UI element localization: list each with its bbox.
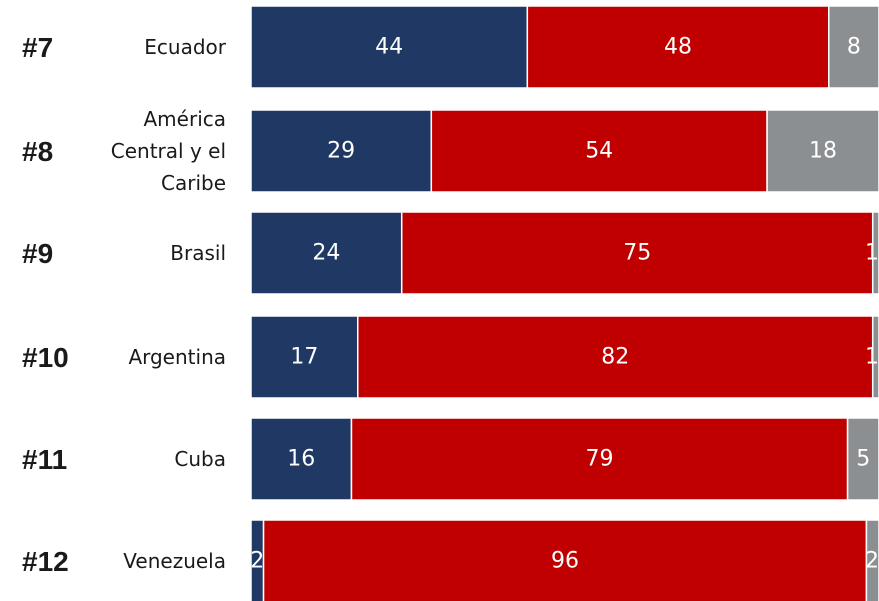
value-label-3-2: 75 — [623, 241, 651, 266]
value-label-4-1: 17 — [290, 345, 318, 370]
bar-segment-2-3 — [766, 109, 879, 193]
rank-label-5: #11 — [22, 444, 67, 475]
value-label-1-3: 8 — [847, 35, 861, 60]
value-label-6-1: 2 — [250, 549, 264, 574]
value-label-1-2: 48 — [664, 35, 692, 60]
value-label-3-3: 1 — [865, 241, 879, 266]
value-label-6-3: 2 — [865, 549, 879, 574]
bar-segment-1-3 — [828, 5, 879, 89]
value-label-4-2: 82 — [601, 345, 629, 370]
bar-segment-5-2 — [350, 417, 849, 501]
category-label-1: Ecuador — [144, 35, 226, 59]
bar-segment-3-2 — [400, 211, 874, 295]
rank-label-2: #8 — [22, 136, 53, 167]
bar-segment-2-2 — [430, 109, 768, 193]
category-label-6: Venezuela — [123, 549, 226, 573]
category-label-2-line-3: Caribe — [161, 171, 226, 195]
bar-segment-6-2 — [262, 519, 868, 601]
value-label-2-3: 18 — [809, 139, 837, 164]
value-label-2-2: 54 — [585, 139, 613, 164]
bar-segment-1-2 — [526, 5, 830, 89]
category-label-2-line-2: Central y el — [111, 139, 226, 163]
value-label-1-1: 44 — [375, 35, 403, 60]
bar-segment-1-1 — [250, 5, 529, 89]
bar-segment-4-1 — [250, 315, 359, 399]
value-label-5-1: 16 — [287, 447, 315, 472]
value-label-6-2: 96 — [551, 549, 579, 574]
value-label-5-3: 5 — [856, 447, 870, 472]
rank-label-3: #9 — [22, 238, 53, 269]
category-label-4: Argentina — [128, 345, 226, 369]
value-label-5-2: 79 — [586, 447, 614, 472]
category-label-3: Brasil — [170, 241, 226, 265]
bar-segment-6-3 — [865, 519, 879, 601]
value-label-4-3: 1 — [865, 345, 879, 370]
value-label-2-1: 29 — [327, 139, 355, 164]
rank-label-6: #12 — [22, 546, 69, 577]
value-label-3-1: 24 — [312, 241, 340, 266]
category-label-5: Cuba — [174, 447, 226, 471]
rank-label-1: #7 — [22, 32, 53, 63]
bar-segment-4-2 — [357, 315, 874, 399]
labels-layer: 44 48 8 #7 Ecuador 29 54 18 #8 América Central y e… — [22, 32, 879, 577]
bars-layer — [250, 5, 879, 601]
rank-label-4: #10 — [22, 342, 69, 373]
category-label-2-line-1: América — [144, 107, 227, 131]
bar-segment-2-1 — [250, 109, 433, 193]
